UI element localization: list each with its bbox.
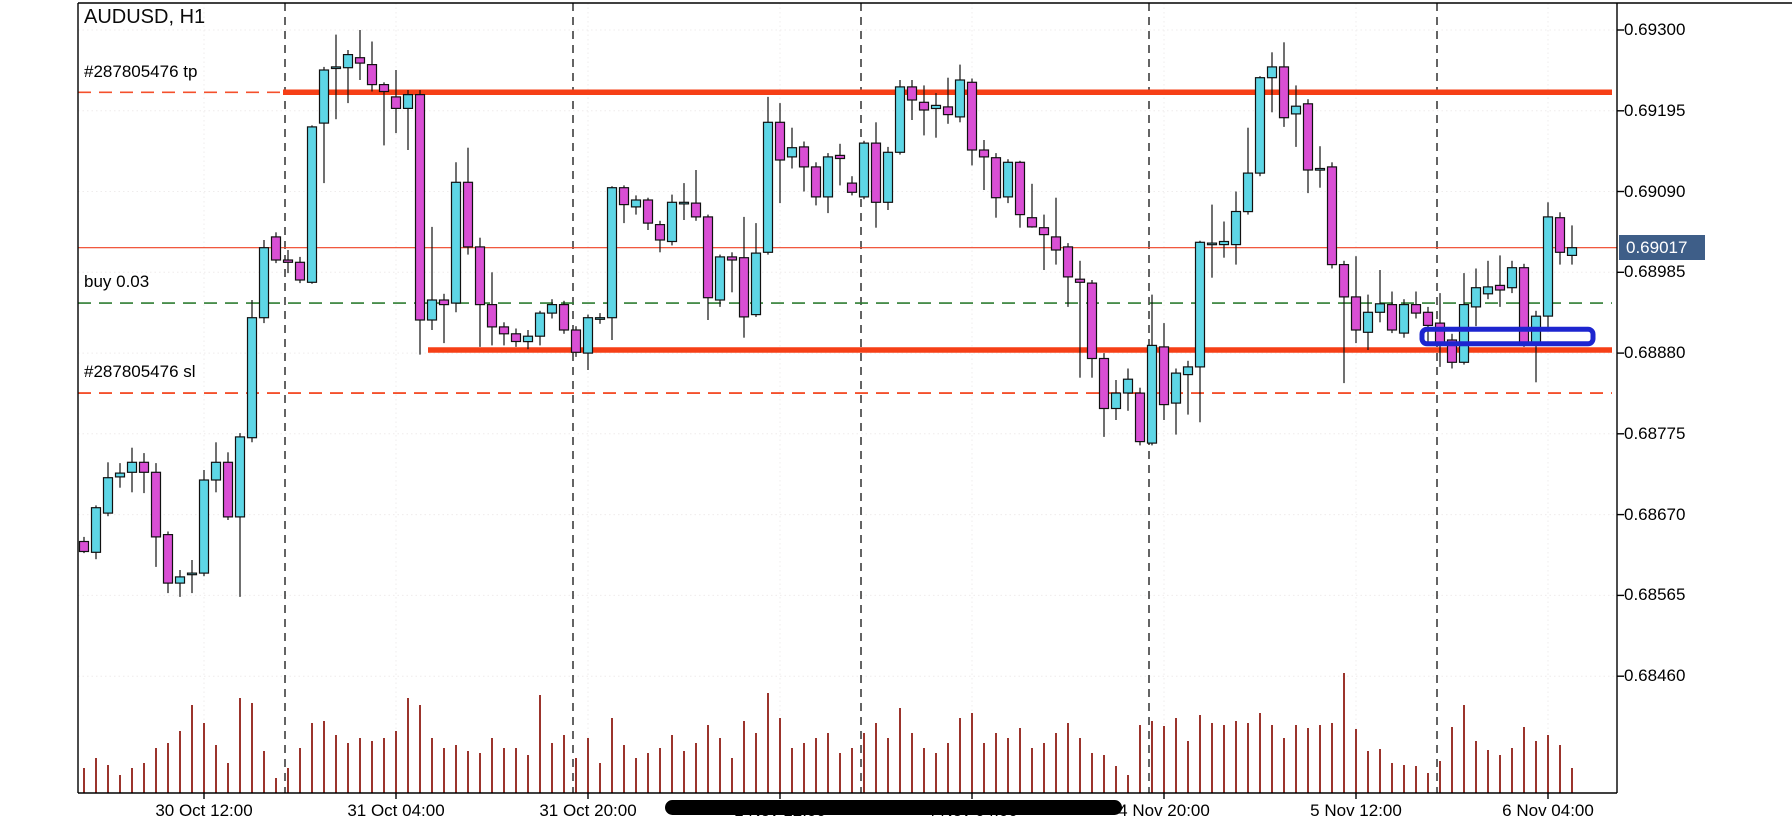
redaction-bar xyxy=(665,800,1122,815)
current-price-badge: 0.69017 xyxy=(1619,235,1705,260)
y-axis-label: 0.68670 xyxy=(1624,505,1686,524)
y-axis-label: 0.69090 xyxy=(1624,182,1686,201)
y-axis-label: 0.68460 xyxy=(1624,666,1686,685)
x-axis-label: 6 Nov 04:00 xyxy=(1502,801,1594,820)
y-axis-label: 0.68565 xyxy=(1624,585,1686,604)
y-axis-label: 0.69195 xyxy=(1624,101,1686,120)
y-axis-label: 0.68775 xyxy=(1624,424,1686,443)
candlesticks xyxy=(78,30,1578,597)
buy-order-label[interactable]: buy 0.03 xyxy=(84,272,150,291)
symbol-title: AUDUSD, H1 xyxy=(84,6,206,28)
volume-bars xyxy=(83,673,1573,793)
take-profit-label[interactable]: #287805476 tp xyxy=(84,62,198,81)
x-axis-label: 31 Oct 20:00 xyxy=(539,801,637,820)
y-axis-label: 0.68880 xyxy=(1624,343,1686,362)
x-axis-label: 4 Nov 20:00 xyxy=(1118,801,1210,820)
x-axis-label: 5 Nov 12:00 xyxy=(1310,801,1402,820)
x-axis-label: 31 Oct 04:00 xyxy=(347,801,445,820)
stop-loss-label[interactable]: #287805476 sl xyxy=(84,362,196,381)
highlight-rectangle[interactable] xyxy=(1419,326,1596,347)
x-axis-label: 30 Oct 12:00 xyxy=(155,801,253,820)
y-axis-label: 0.68985 xyxy=(1624,262,1686,281)
y-axis-label: 0.69300 xyxy=(1624,20,1686,39)
